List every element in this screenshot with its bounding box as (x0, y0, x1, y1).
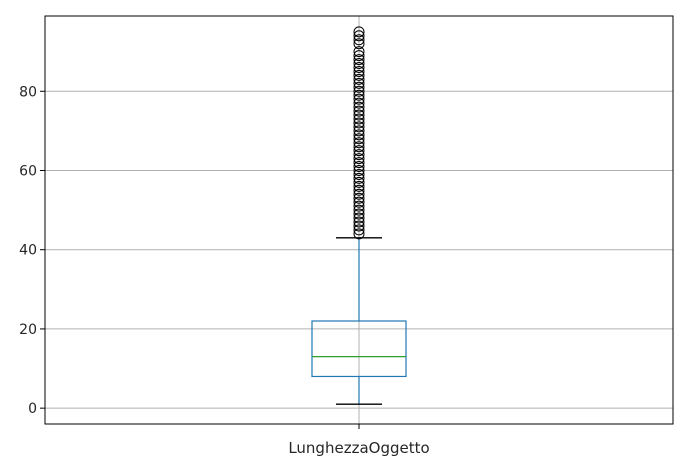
outlier-point (353, 77, 365, 89)
outlier-point (353, 153, 365, 165)
plot-layer (311, 26, 407, 405)
outlier-point (353, 184, 365, 196)
outlier-point (353, 133, 365, 145)
outlier-point (353, 208, 365, 220)
outlier-point (353, 180, 365, 192)
y-tick-label: 60 (19, 163, 37, 179)
outlier-point (353, 188, 365, 200)
outlier-point (353, 137, 365, 149)
outlier-point (353, 30, 365, 42)
outlier-point (353, 89, 365, 101)
outlier-point (353, 38, 365, 50)
outlier-point (353, 54, 365, 66)
x-tick-label: LunghezzaOggetto (288, 439, 429, 457)
outlier-point (353, 101, 365, 113)
outlier-point (353, 50, 365, 62)
iqr-box (311, 320, 407, 378)
outlier-point (353, 46, 365, 58)
outlier-point (353, 176, 365, 188)
y-tick-label: 0 (28, 401, 37, 417)
outlier-point (353, 168, 365, 180)
outlier-point (353, 204, 365, 216)
outlier-point (353, 164, 365, 176)
outlier-point (353, 73, 365, 85)
y-tick-label: 20 (19, 322, 37, 338)
outlier-point (353, 129, 365, 141)
outlier-point (353, 109, 365, 121)
y-tick-label: 80 (19, 84, 37, 100)
outlier-point (353, 69, 365, 81)
outlier-point (353, 93, 365, 105)
outlier-point (353, 121, 365, 133)
outlier-point (353, 228, 365, 240)
outlier-point (353, 125, 365, 137)
outlier-point (353, 216, 365, 228)
outlier-point (353, 65, 365, 77)
y-tick-label: 40 (19, 243, 37, 259)
outlier-point (353, 220, 365, 232)
outlier-point (353, 81, 365, 93)
outlier-point (353, 161, 365, 173)
outlier-point (353, 145, 365, 157)
outlier-point (353, 212, 365, 224)
outlier-point (353, 141, 365, 153)
outlier-point (353, 97, 365, 109)
outlier-point (353, 26, 365, 38)
outlier-point (353, 117, 365, 129)
outlier-point (353, 34, 365, 46)
outlier-point (353, 196, 365, 208)
outlier-point (353, 58, 365, 70)
outlier-point (353, 157, 365, 169)
outlier-point (353, 61, 365, 73)
outlier-point (353, 200, 365, 212)
grid-layer (45, 16, 673, 424)
outlier-point (353, 192, 365, 204)
tick-layer: 0 20 40 60 80 (19, 84, 360, 429)
outlier-point (353, 224, 365, 236)
outlier-point (353, 85, 365, 97)
outlier-point (353, 149, 365, 161)
outlier-point (353, 105, 365, 117)
outlier-point (353, 172, 365, 184)
outlier-point (353, 113, 365, 125)
